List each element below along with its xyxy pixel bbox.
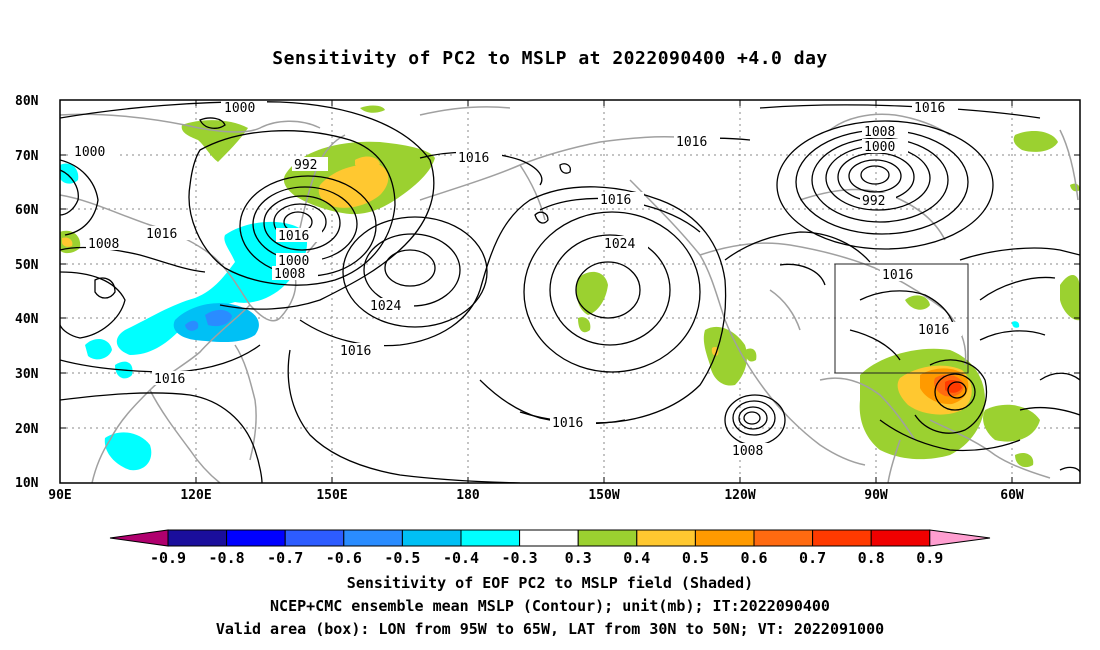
contour-label: 1000 bbox=[74, 145, 105, 160]
colorbar-bin bbox=[226, 529, 286, 547]
lat-label: 70N bbox=[15, 149, 39, 164]
colorbar-label: -0.8 bbox=[209, 549, 245, 567]
colorbar-label: 0.9 bbox=[916, 549, 943, 567]
colorbar: -0.9 -0.8 -0.7 -0.6 -0.5 -0.4 -0.3 0.3 0… bbox=[109, 529, 991, 567]
contour-label: 992 bbox=[862, 194, 885, 209]
lon-label: 180 bbox=[456, 488, 480, 503]
contour-label: 1016 bbox=[882, 268, 913, 283]
contour-label: 1016 bbox=[552, 416, 583, 431]
colorbar-label: 0.4 bbox=[623, 549, 650, 567]
tick-marks bbox=[60, 99, 1080, 483]
contour-label: 1016 bbox=[340, 344, 371, 359]
contour-label-group: 1000 1000 992 1016 1016 1008 1016 1000 1… bbox=[72, 100, 962, 459]
lon-label: 150W bbox=[588, 488, 619, 503]
colorbar-label: -0.6 bbox=[326, 549, 362, 567]
colorbar-label: -0.7 bbox=[267, 549, 303, 567]
colorbar-low-arrow bbox=[109, 529, 169, 547]
contour-label: 1008 bbox=[732, 444, 763, 459]
contour-label: 1016 bbox=[458, 151, 489, 166]
contour-label: 1000 bbox=[224, 101, 255, 116]
contour-label: 1016 bbox=[676, 135, 707, 150]
colorbar-bin bbox=[694, 529, 755, 547]
colorbar-bin bbox=[753, 529, 814, 547]
lon-label: 60W bbox=[1000, 488, 1024, 503]
lat-label: 60N bbox=[15, 203, 39, 218]
colorbar-bin bbox=[577, 529, 638, 547]
chart-title: Sensitivity of PC2 to MSLP at 2022090400… bbox=[272, 48, 828, 69]
contour-label: 1016 bbox=[600, 193, 631, 208]
colorbar-high-arrow bbox=[929, 529, 991, 547]
colorbar-label: 0.3 bbox=[565, 549, 592, 567]
colorbar-label: 0.5 bbox=[682, 549, 709, 567]
lat-label: 50N bbox=[15, 258, 39, 273]
lat-label: 30N bbox=[15, 367, 39, 382]
contour-label: 1016 bbox=[918, 323, 949, 338]
caption-valid-area: Valid area (box): LON from 95W to 65W, L… bbox=[215, 620, 885, 638]
lon-label: 90E bbox=[48, 488, 71, 503]
colorbar-bin bbox=[343, 529, 403, 547]
lat-label: 20N bbox=[15, 422, 39, 437]
contour-label: 1016 bbox=[146, 227, 177, 242]
caption-shading: Sensitivity of EOF PC2 to MSLP field (Sh… bbox=[346, 574, 754, 592]
latitude-labels: 80N 70N 60N 50N 40N 30N 20N 10N bbox=[15, 94, 39, 491]
contour-label: 1016 bbox=[914, 101, 945, 116]
contour-label: 1008 bbox=[88, 237, 119, 252]
contour-label: 1024 bbox=[604, 237, 635, 252]
contour-label: 992 bbox=[294, 158, 317, 173]
lat-label: 10N bbox=[15, 476, 39, 491]
colorbar-label: -0.9 bbox=[150, 549, 186, 567]
contour-label: 1000 bbox=[278, 254, 309, 269]
contour-label: 1016 bbox=[278, 229, 309, 244]
colorbar-label: -0.4 bbox=[443, 549, 479, 567]
lon-label: 90W bbox=[864, 488, 888, 503]
colorbar-label: 0.8 bbox=[858, 549, 885, 567]
map-border bbox=[59, 99, 1081, 484]
contour-label: 1016 bbox=[154, 372, 185, 387]
lat-label: 40N bbox=[15, 312, 39, 327]
colorbar-bin bbox=[284, 529, 345, 547]
contour-label: 1008 bbox=[274, 267, 305, 282]
contour-label: 1008 bbox=[864, 125, 895, 140]
colorbar-bin bbox=[519, 529, 579, 547]
colorbar-bin bbox=[870, 529, 931, 547]
colorbar-bin bbox=[460, 529, 521, 547]
colorbar-label: -0.3 bbox=[502, 549, 538, 567]
lon-label: 120W bbox=[724, 488, 755, 503]
colorbar-label: 0.7 bbox=[799, 549, 826, 567]
colorbar-bin bbox=[636, 529, 696, 547]
contour-label: 1000 bbox=[864, 140, 895, 155]
colorbar-label: -0.5 bbox=[384, 549, 420, 567]
colorbar-bin bbox=[401, 529, 462, 547]
valid-area-box bbox=[834, 263, 969, 374]
lon-label: 120E bbox=[180, 488, 211, 503]
colorbar-bin bbox=[812, 529, 872, 547]
lon-label: 150E bbox=[316, 488, 347, 503]
lat-label: 80N bbox=[15, 94, 39, 109]
caption-contour: NCEP+CMC ensemble mean MSLP (Contour); u… bbox=[270, 597, 830, 615]
contour-label: 1024 bbox=[370, 299, 401, 314]
longitude-labels: 90E 120E 150E 180 150W 120W 90W 60W bbox=[48, 488, 1024, 503]
colorbar-label: 0.6 bbox=[740, 549, 767, 567]
colorbar-bin bbox=[167, 529, 228, 547]
